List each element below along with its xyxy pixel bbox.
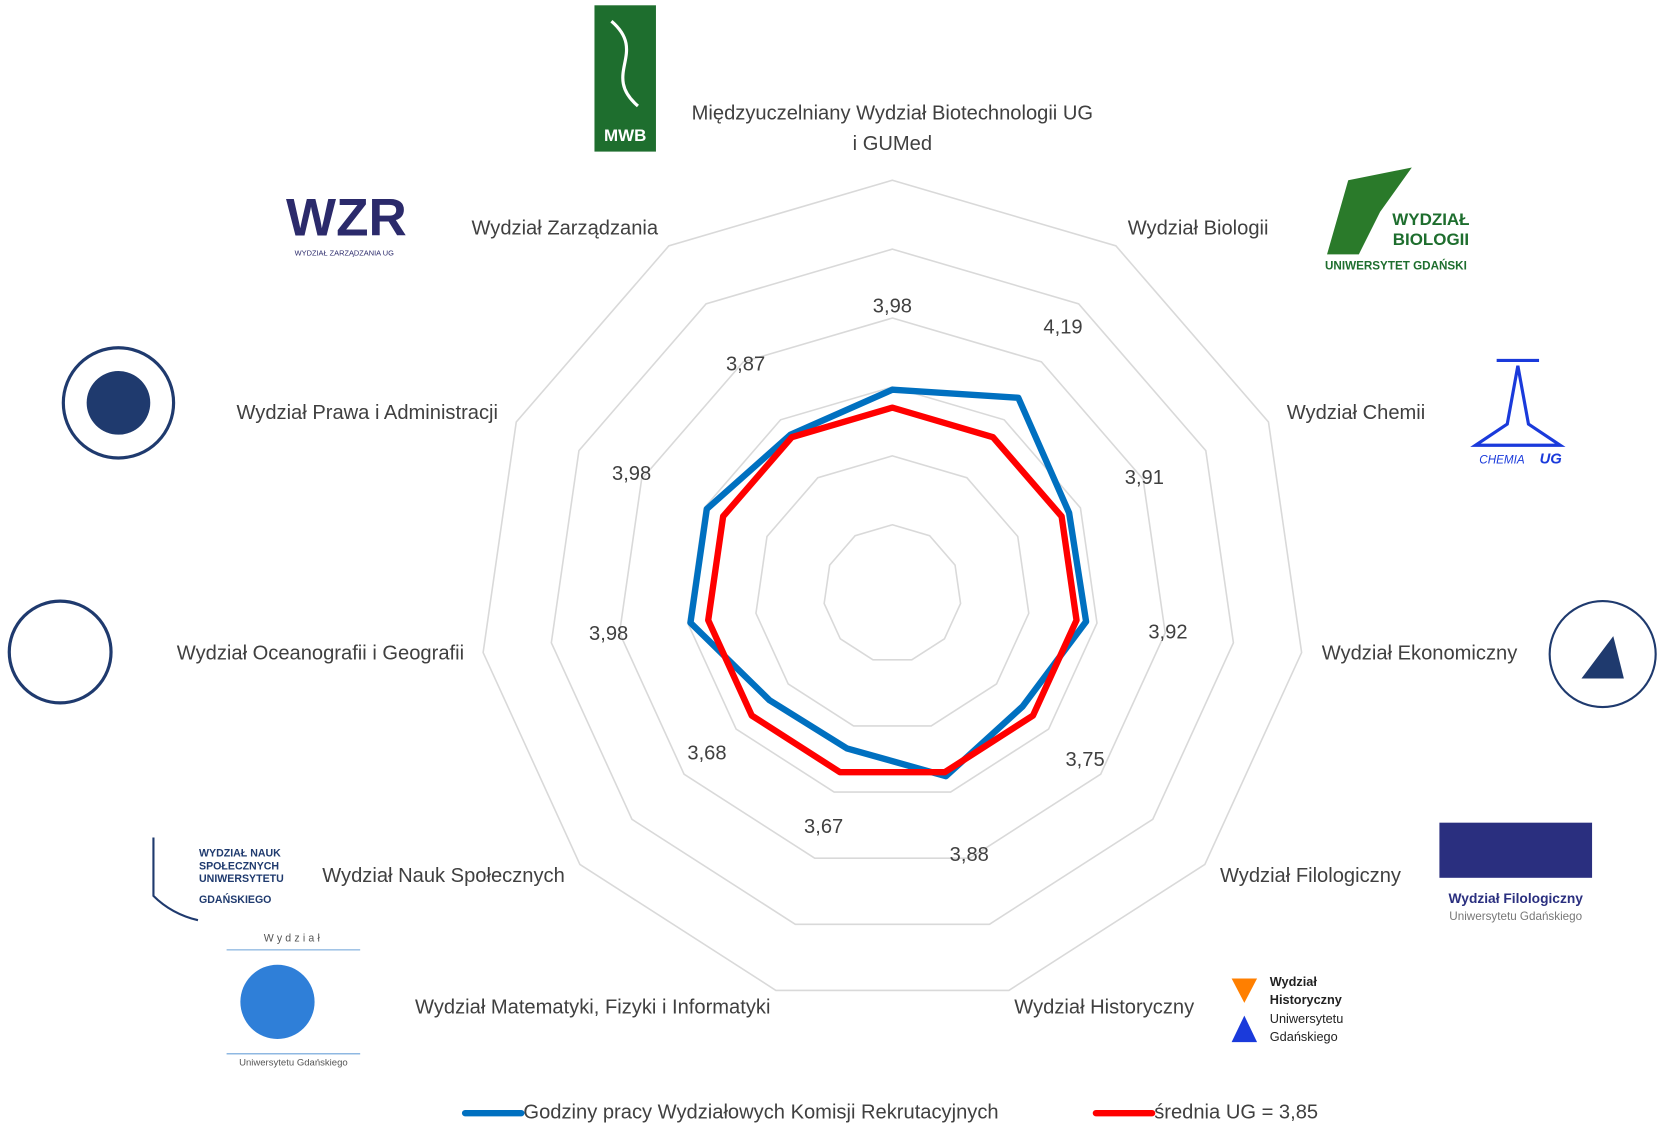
data-label: 3,98: [873, 295, 912, 317]
series-line: [687, 386, 1090, 780]
data-label: 3,75: [1065, 749, 1104, 771]
logo-shape: [7, 599, 113, 705]
grid-ring: [823, 523, 962, 661]
logo-text: WYDZIAŁ ZARZĄDZANIA UG: [295, 248, 394, 257]
logo-text: Wydział Filologiczny: [1449, 891, 1584, 906]
logo-text: BIOLOGII: [1393, 230, 1469, 249]
logo-shape: [1231, 978, 1258, 1003]
axis-label: Wydział Nauk Społecznych: [322, 865, 565, 887]
logo-text: Gdańskiego: [1270, 1029, 1338, 1044]
data-label: 3,67: [804, 816, 843, 838]
logo-text: GDAŃSKIEGO: [199, 893, 271, 906]
data-label: 3,98: [612, 463, 651, 485]
axis-label: Międzyuczelniany Wydział Biotechnologii …: [692, 103, 1093, 156]
data-label: 3,98: [589, 623, 628, 645]
axis-label: Wydział Prawa i Administracji: [236, 402, 498, 424]
logo-shape: [1439, 822, 1593, 878]
logo-text: WZR: [286, 188, 407, 247]
grid-ring: [686, 386, 1098, 793]
grid-ring: [482, 179, 1303, 992]
axis-label: Wydział Matematyki, Fizyki i Informatyki: [415, 997, 770, 1019]
logo-text: UNIWERSYTET GDAŃSKI: [1325, 259, 1467, 272]
axis-label: Wydział Chemii: [1287, 402, 1426, 424]
axis-label: Wydział Filologiczny: [1220, 865, 1402, 887]
grid-ring: [618, 317, 1167, 859]
logo-text: UNIWERSYTETU: [199, 873, 284, 885]
legend-label: średnia UG = 3,85: [1154, 1101, 1318, 1123]
logo-shape: [1327, 167, 1412, 255]
logo-text: Uniwersytetu Gdańskiego: [239, 1057, 348, 1068]
logo-text: WYDZIAŁ: [1392, 210, 1469, 229]
logo-text: Historyczny: [1270, 992, 1342, 1007]
logo-text: UG: [1540, 451, 1563, 467]
logo-text: SPOŁECZNYCH: [199, 860, 279, 872]
logo-text: Wydział: [1270, 974, 1318, 989]
data-label: 3,68: [687, 743, 726, 765]
series-line: [705, 404, 1080, 776]
logo-shape: [240, 964, 315, 1039]
logo-shape: [152, 837, 199, 922]
logo-text: WYDZIAŁ NAUK: [199, 848, 281, 860]
axis-label: Wydział Biologii: [1128, 217, 1269, 239]
axis-label: Wydział Zarządzania: [471, 217, 658, 239]
data-label: 3,91: [1125, 467, 1164, 489]
logo-shape: [610, 19, 639, 108]
logo-text: Wydział: [264, 932, 323, 944]
grid-ring: [550, 248, 1235, 926]
data-label: 3,87: [726, 354, 765, 376]
logo-shape: [1581, 636, 1624, 679]
data-label: 4,19: [1043, 316, 1082, 338]
axis-label: Wydział Ekonomiczny: [1322, 642, 1518, 664]
legend-label: Godziny pracy Wydziałowych Komisji Rekru…: [523, 1101, 998, 1123]
logo-text: CHEMIA: [1479, 453, 1525, 466]
logo-shape: [1470, 358, 1566, 447]
logo-mwb: [594, 5, 656, 152]
logos: MWB WZR WYDZIAŁ ZARZĄDZANIA UG WYDZIAŁ B…: [7, 5, 1657, 1068]
axis-label: Wydział Historyczny: [1014, 997, 1195, 1019]
logo-shape: [1231, 1015, 1258, 1043]
logo-text: Uniwersytetu: [1270, 1011, 1344, 1026]
axis-label: Wydział Oceanografii i Geografii: [177, 642, 464, 664]
logo-text: MWB: [604, 126, 646, 145]
data-label: 3,88: [950, 844, 989, 866]
logo-text: Uniwersytetu Gdańskiego: [1449, 910, 1582, 923]
logo-shape: [1548, 600, 1657, 709]
logo-shape: [61, 346, 176, 460]
grid-ring: [755, 455, 1030, 727]
logo-shape: [86, 371, 151, 435]
data-label: 3,92: [1148, 622, 1187, 644]
